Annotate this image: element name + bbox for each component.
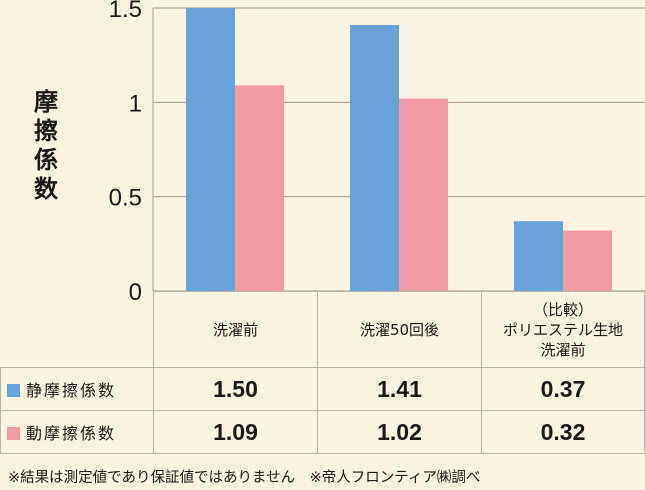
data-label-static-0: 1.50 <box>153 367 318 411</box>
bar-1-2 <box>563 230 612 291</box>
data-label-kinetic-1: 1.02 <box>317 410 482 454</box>
data-label-kinetic-0: 1.09 <box>153 410 318 454</box>
footnote: ※結果は測定値であり保証値ではありません ※帝人フロンティア㈱調べ <box>8 470 481 486</box>
series-name-static: 静摩擦係数 <box>26 381 117 400</box>
legend-entry-static: 静摩擦係数 <box>0 367 154 411</box>
y-axis-label: 摩擦係数 <box>34 88 58 203</box>
y-tick-label-2: 1 <box>129 90 142 117</box>
data-label-kinetic-2: 0.32 <box>481 410 645 454</box>
data-label-static-1: 1.41 <box>317 367 482 411</box>
bar-1-0 <box>235 85 284 291</box>
friction-bar-chart: 00.511.5 <box>109 0 645 300</box>
y-tick-label-3: 1.5 <box>109 0 142 23</box>
table-row-kinetic: 動摩擦係数 1.09 1.02 0.32 <box>0 410 645 454</box>
legend-swatch-static <box>7 384 20 397</box>
y-tick-label-1: 0.5 <box>109 185 142 212</box>
bar-0-2 <box>514 221 563 291</box>
data-label-static-2: 0.37 <box>481 367 645 411</box>
table-corner <box>0 291 154 368</box>
table-row-static: 静摩擦係数 1.50 1.41 0.37 <box>0 367 645 411</box>
bar-1-1 <box>399 98 448 291</box>
category-label-1: 洗濯50回後 <box>317 291 482 368</box>
legend-entry-kinetic: 動摩擦係数 <box>0 410 154 454</box>
category-label-2: （比較） ポリエステル生地 洗濯前 <box>481 291 645 368</box>
legend-swatch-kinetic <box>7 427 20 440</box>
data-table: 洗濯前 洗濯50回後 （比較） ポリエステル生地 洗濯前 静摩擦係数 1.50 … <box>0 291 645 454</box>
category-label-2-text: （比較） ポリエステル生地 洗濯前 <box>502 300 623 359</box>
table-header-row: 洗濯前 洗濯50回後 （比較） ポリエステル生地 洗濯前 <box>0 291 645 368</box>
bar-0-1 <box>350 24 399 291</box>
series-name-kinetic: 動摩擦係数 <box>26 424 117 443</box>
bar-0-0 <box>186 8 235 291</box>
category-label-0: 洗濯前 <box>153 291 318 368</box>
